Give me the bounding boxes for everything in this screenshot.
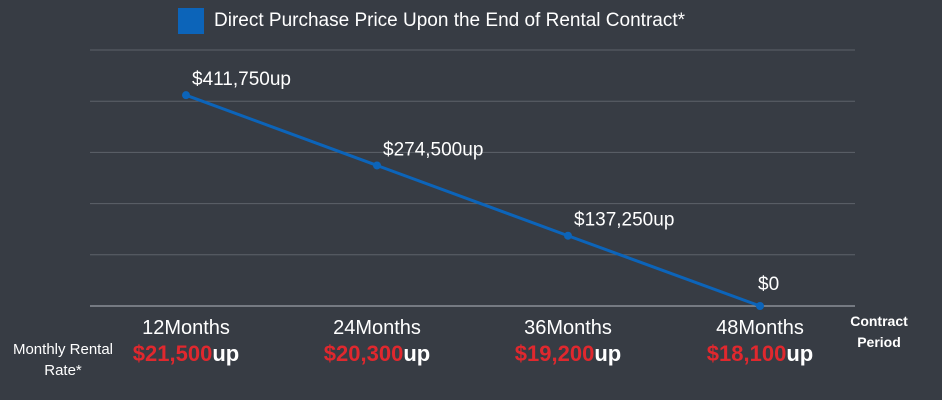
- data-point: [373, 161, 381, 170]
- data-point: [564, 231, 572, 240]
- data-point: [182, 91, 190, 100]
- legend-label: Direct Purchase Price Upon the End of Re…: [214, 10, 686, 31]
- monthly-rate-value: $21,500: [132, 341, 213, 366]
- monthly-rate: $21,500up: [86, 340, 286, 368]
- monthly-rate-suffix: up: [594, 341, 622, 366]
- category-label: 48Months: [716, 317, 804, 339]
- category-36-months: 36Months $19,200up: [468, 316, 668, 368]
- category-label: 12Months: [142, 317, 230, 339]
- monthly-rate-suffix: up: [212, 341, 240, 366]
- monthly-rate: $19,200up: [468, 340, 668, 368]
- monthly-rate-value: $19,200: [514, 341, 595, 366]
- data-label: $411,750up: [192, 69, 291, 90]
- monthly-rate-value: $18,100: [706, 341, 787, 366]
- monthly-rate: $18,100up: [660, 340, 860, 368]
- data-point: [756, 302, 764, 310]
- category-24-months: 24Months $20,300up: [277, 316, 477, 368]
- monthly-rate-suffix: up: [786, 341, 814, 366]
- monthly-rate: $20,300up: [277, 340, 477, 368]
- category-12-months: 12Months $21,500up: [86, 316, 286, 368]
- category-48-months: 48Months $18,100up: [660, 316, 860, 368]
- category-label: 24Months: [333, 317, 421, 339]
- data-label: $274,500up: [383, 139, 483, 160]
- monthly-rate-row-title: Monthly Rental Rate*: [12, 341, 114, 379]
- series-line: [185, 93, 761, 308]
- monthly-rate-value: $20,300: [323, 341, 404, 366]
- monthly-rate-suffix: up: [403, 341, 431, 366]
- data-label: $137,250up: [574, 210, 674, 231]
- data-label: $0: [758, 274, 779, 295]
- x-axis-title: Contract Period: [850, 313, 908, 350]
- legend-swatch: [178, 8, 204, 34]
- category-label: 36Months: [524, 317, 612, 339]
- legend: Direct Purchase Price Upon the End of Re…: [178, 8, 685, 34]
